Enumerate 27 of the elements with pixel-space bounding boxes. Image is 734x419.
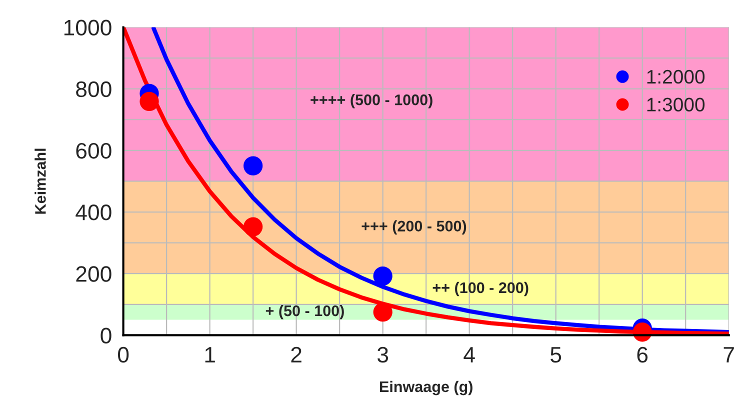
x-tick-label: 3 xyxy=(378,346,388,363)
y-tick-label: 800 xyxy=(76,81,112,98)
y-tick-label: 1000 xyxy=(64,20,112,36)
band-label: + (50 - 100) xyxy=(266,304,344,320)
y-tick-label: 0 xyxy=(100,328,112,344)
x-tick-label: 5 xyxy=(550,347,562,363)
y-tick-label: 200 xyxy=(76,266,112,282)
point xyxy=(244,156,263,176)
y-axis-title: Keimzahl xyxy=(34,148,46,214)
band-label: ++ (100 - 200) xyxy=(432,282,528,296)
y-tick-label: 600 xyxy=(76,142,112,159)
x-tick-label: 7 xyxy=(724,347,734,362)
x-tick-label: 0 xyxy=(118,346,129,363)
band-label: ++++ (500 - 1000) xyxy=(310,94,432,108)
x-tick-label: 1 xyxy=(205,347,215,362)
x-tick-label: 4 xyxy=(464,347,475,362)
point xyxy=(140,92,159,112)
y-tick-label: 400 xyxy=(76,204,112,220)
x-axis-title: Einwaage (g) xyxy=(380,380,472,396)
legend-label: 1:3000 xyxy=(647,98,705,112)
x-tick-label: 2 xyxy=(291,346,302,362)
band-label: +++ (200 - 500) xyxy=(362,220,466,235)
legend-label: 1:2000 xyxy=(647,70,705,84)
point xyxy=(244,217,263,236)
x-tick-label: 6 xyxy=(637,346,648,363)
point xyxy=(373,266,392,286)
point xyxy=(373,302,392,322)
